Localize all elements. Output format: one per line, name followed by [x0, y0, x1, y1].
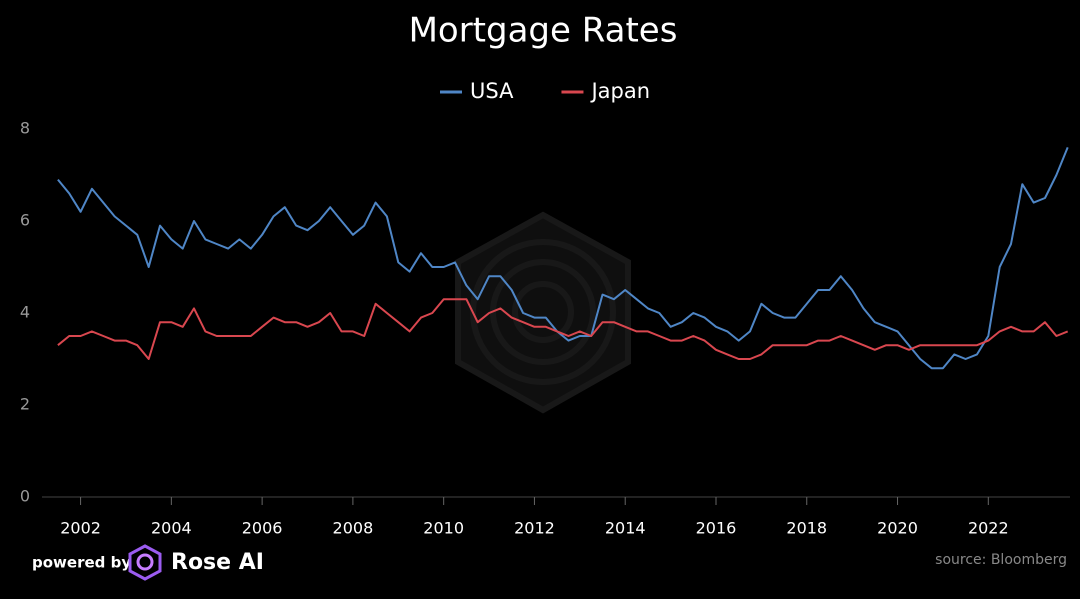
x-tick-label: 2016 — [696, 519, 737, 538]
line-series — [57, 147, 1069, 370]
y-tick-label: 2 — [20, 395, 30, 414]
x-tick-label: 2018 — [786, 519, 827, 538]
y-tick-label: 6 — [20, 211, 30, 230]
x-tick-label: 2012 — [514, 519, 555, 538]
x-tick-label: 2010 — [423, 519, 464, 538]
x-tick-label: 2006 — [242, 519, 283, 538]
x-tick-label: 2014 — [605, 519, 646, 538]
x-tick-label: 2008 — [333, 519, 374, 538]
logo — [128, 544, 162, 581]
powered-by: powered by — [32, 554, 131, 572]
x-tick-label: 2004 — [151, 519, 192, 538]
y-tick-label: 0 — [20, 487, 30, 506]
x-tick-label: 2020 — [877, 519, 918, 538]
legend-label: USA — [470, 79, 514, 103]
x-tick-label: 2022 — [968, 519, 1009, 538]
chart-title: Mortgage Rates — [409, 11, 678, 51]
line-series — [57, 298, 1069, 360]
source: source: Bloomberg — [935, 552, 1067, 568]
legend-label: Japan — [589, 79, 650, 103]
brand: Rose AI — [171, 550, 264, 575]
watermark — [455, 211, 631, 414]
y-tick-label: 4 — [20, 303, 30, 322]
y-tick-label: 8 — [20, 119, 30, 138]
x-tick-label: 2002 — [60, 519, 101, 538]
